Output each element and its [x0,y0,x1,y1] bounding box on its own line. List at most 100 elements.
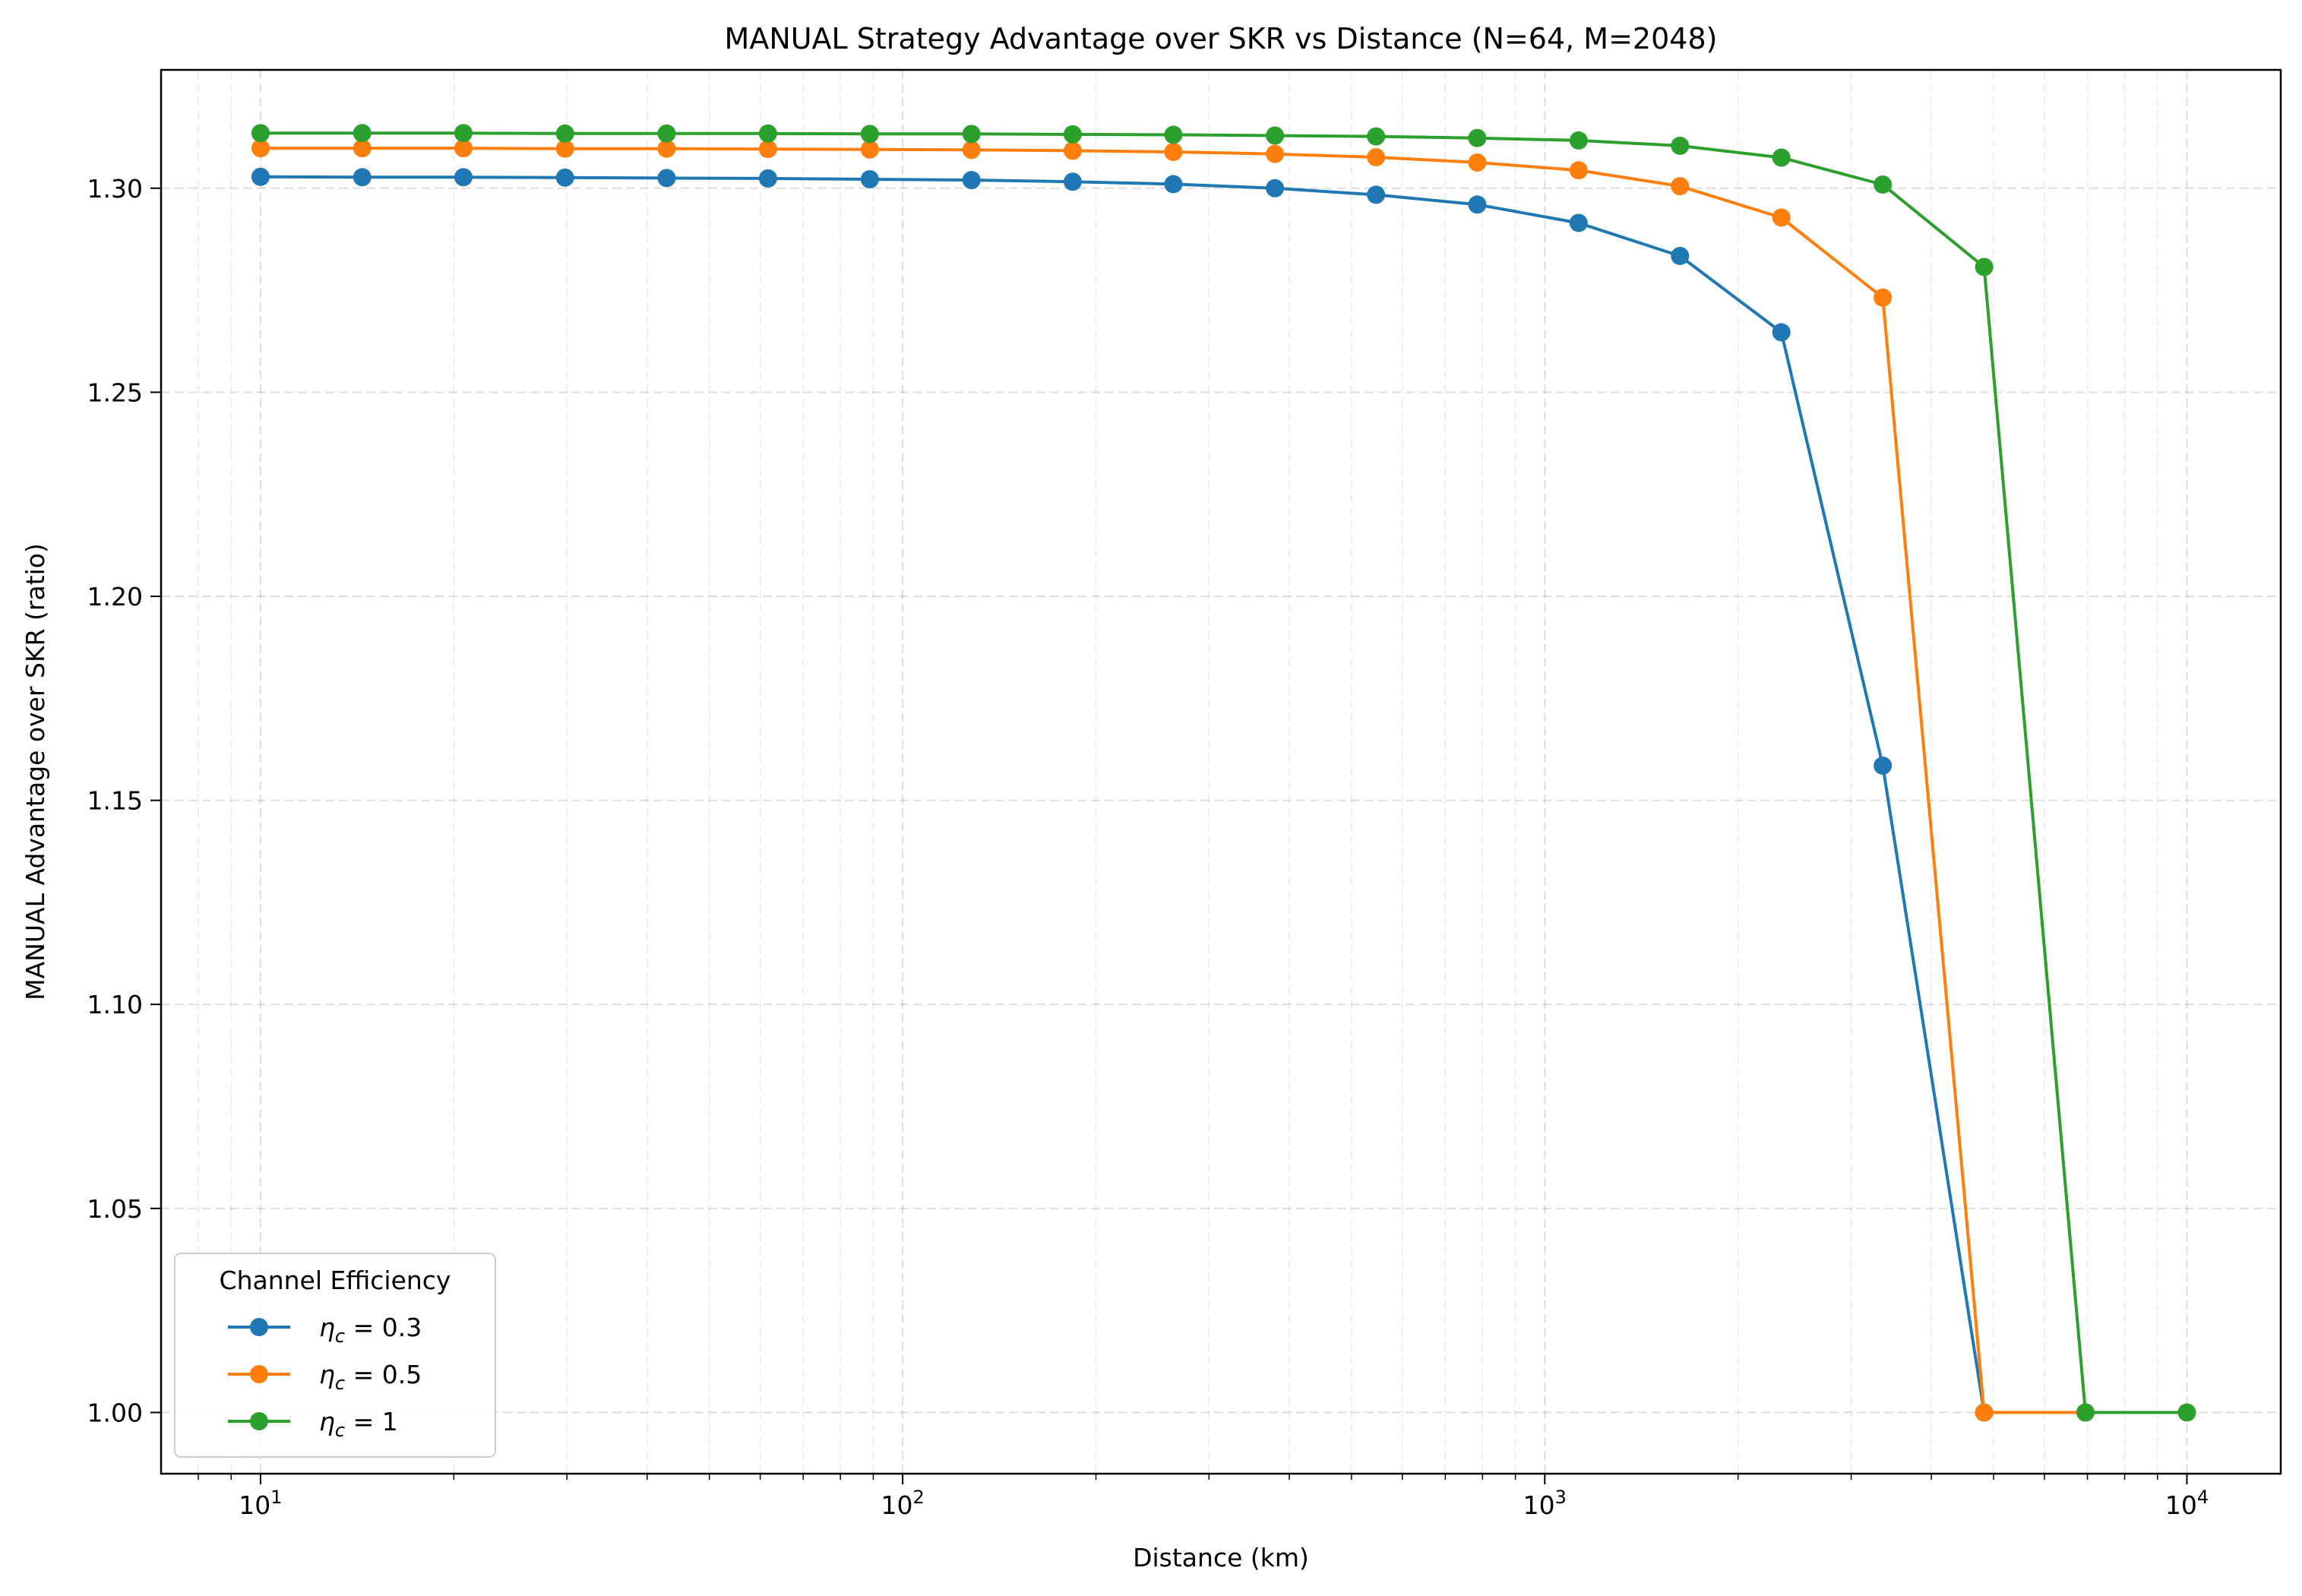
data-point [454,168,473,187]
data-point [962,125,981,144]
data-point [1063,125,1082,144]
data-point [1266,144,1285,163]
legend-label: ηc = 1 [319,1407,398,1441]
data-point [758,140,777,159]
x-tick-label: 102 [881,1487,924,1520]
y-tick-label: 1.20 [87,582,143,612]
grid [161,70,2281,1474]
x-axis-label: Distance (km) [1133,1543,1309,1572]
data-point [1367,147,1386,166]
data-point [1671,246,1690,265]
data-point [1367,185,1386,204]
data-point [1266,126,1285,145]
x-tick-label: 101 [239,1487,282,1520]
legend-label-symbol: η [319,1313,335,1342]
x-tick-label-base: 10 [2165,1490,2197,1520]
data-point [1772,208,1791,227]
legend-label-symbol: η [319,1360,335,1389]
legend-label-value: = 0.5 [345,1360,422,1389]
data-point [1671,136,1690,155]
data-point [1874,288,1893,307]
x-tick-label-exponent: 2 [912,1487,924,1508]
legend: Channel Efficiency ηc = 0.3ηc = 0.5ηc = … [174,1253,496,1458]
x-tick-label-base: 10 [881,1490,912,1520]
data-point [353,139,372,158]
data-point [758,124,777,143]
data-point [1468,195,1487,214]
data-point [251,139,270,158]
data-point [555,124,574,143]
legend-label-symbol: η [319,1407,335,1436]
data-point [1874,756,1893,775]
y-tick-label: 1.30 [87,174,143,204]
legend-title: Channel Efficiency [220,1266,451,1295]
data-point [1874,175,1893,194]
legend-marker [250,1318,268,1336]
y-tick-label: 1.10 [87,990,143,1019]
legend-item: ηc = 0.3 [228,1313,422,1347]
data-point [657,169,676,188]
data-point [1772,148,1791,167]
y-tick-label: 1.15 [87,786,143,816]
legend-label: ηc = 0.3 [319,1313,422,1347]
x-tick-label-exponent: 1 [270,1487,282,1508]
legend-label-value: = 1 [345,1407,398,1436]
data-point [657,124,676,143]
data-point [555,139,574,158]
legend-label: ηc = 0.5 [319,1360,422,1394]
data-point [251,167,270,186]
data-point [860,125,879,144]
data-point [1164,175,1183,194]
series-line [260,131,2187,1414]
legend-marker [250,1365,268,1383]
x-tick-label-exponent: 3 [1555,1487,1567,1508]
data-point [1063,141,1082,160]
data-point [962,171,981,190]
data-point [1266,179,1285,198]
legend-box [174,1253,496,1458]
legend-label-subscript: c [335,1373,345,1394]
series-line [260,175,1986,1413]
data-point [860,169,879,188]
data-point [1569,161,1588,180]
y-tick-label: 1.00 [87,1398,143,1427]
data-point [1468,128,1487,147]
data-point [1468,153,1487,172]
legend-item: ηc = 1 [228,1407,398,1441]
series-3 [251,124,2196,1422]
data-point [657,139,676,158]
legend-label-subscript: c [335,1326,345,1347]
y-axis-label: MANUAL Advantage over SKR (ratio) [21,543,50,1000]
data-point [1569,131,1588,150]
data-point [962,141,981,160]
data-point [353,124,372,143]
data-point [2177,1403,2196,1422]
data-point [1164,142,1183,161]
data-point [1164,125,1183,144]
data-point [251,124,270,143]
data-point [1671,177,1690,196]
series-lines [251,124,2196,1422]
x-tick-label: 104 [2165,1487,2209,1520]
y-tick-label: 1.05 [87,1194,143,1224]
data-point [758,169,777,188]
data-point [860,140,879,159]
chart-title: MANUAL Strategy Advantage over SKR vs Di… [725,22,1718,55]
legend-label-subscript: c [335,1420,345,1441]
series-1 [251,167,1994,1422]
data-point [1975,258,1994,277]
legend-item: ηc = 0.5 [228,1360,422,1394]
x-tick-label-base: 10 [239,1490,270,1520]
data-point [1569,213,1588,232]
data-point [1772,323,1791,342]
data-point [555,168,574,187]
x-tick-label-base: 10 [1523,1490,1555,1520]
data-point [1063,172,1082,191]
plot-frame [160,68,2282,1475]
data-point [353,168,372,187]
legend-marker [250,1412,268,1430]
data-point [454,124,473,143]
y-tick-label: 1.25 [87,378,143,407]
